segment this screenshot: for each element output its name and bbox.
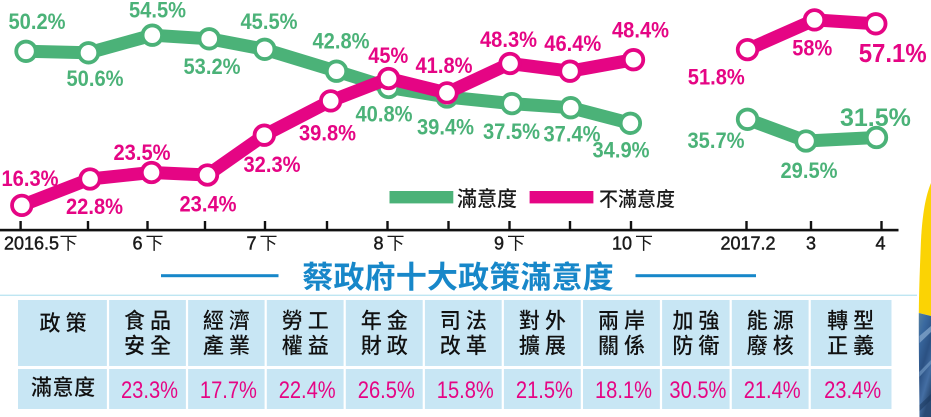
svg-text:31.5%: 31.5% [840, 104, 911, 132]
svg-text:4: 4 [875, 234, 885, 254]
svg-text:21.5%: 21.5% [516, 377, 573, 404]
svg-text:39.4%: 39.4% [417, 115, 474, 140]
svg-text:26.5%: 26.5% [358, 377, 415, 404]
svg-text:2016.5: 2016.5 [4, 234, 59, 254]
svg-text:21.4%: 21.4% [744, 377, 801, 404]
svg-text:53.2%: 53.2% [184, 54, 241, 79]
svg-text:48.3%: 48.3% [480, 27, 537, 52]
svg-text:35.7%: 35.7% [688, 128, 745, 153]
svg-text:23.4%: 23.4% [180, 191, 237, 216]
svg-text:45%: 45% [368, 43, 408, 68]
svg-text:23.5%: 23.5% [114, 140, 171, 165]
svg-text:29.5%: 29.5% [781, 158, 838, 183]
svg-text:41.8%: 41.8% [416, 53, 473, 78]
svg-text:58%: 58% [792, 36, 832, 61]
svg-text:50.2%: 50.2% [9, 9, 66, 34]
svg-text:15.8%: 15.8% [437, 377, 494, 404]
svg-text:34.9%: 34.9% [593, 137, 650, 162]
svg-text:10: 10 [612, 234, 632, 254]
svg-text:9: 9 [494, 234, 504, 254]
svg-text:51.8%: 51.8% [688, 65, 745, 90]
svg-text:22.8%: 22.8% [66, 194, 123, 219]
svg-text:23.4%: 23.4% [824, 377, 881, 404]
svg-text:16.3%: 16.3% [2, 166, 59, 191]
svg-text:23.3%: 23.3% [121, 377, 178, 404]
svg-text:18.1%: 18.1% [595, 377, 652, 404]
svg-text:37.4%: 37.4% [544, 122, 601, 147]
svg-text:40.8%: 40.8% [356, 101, 413, 126]
svg-text:7: 7 [246, 234, 256, 254]
svg-text:46.4%: 46.4% [544, 31, 601, 56]
svg-text:3: 3 [806, 234, 816, 254]
svg-text:32.3%: 32.3% [244, 152, 301, 177]
svg-text:39.8%: 39.8% [299, 120, 356, 145]
svg-text:57.1%: 57.1% [859, 38, 927, 68]
svg-text:30.5%: 30.5% [669, 377, 726, 404]
svg-text:17.7%: 17.7% [200, 377, 257, 404]
svg-text:2017.2: 2017.2 [720, 234, 775, 254]
svg-text:8: 8 [373, 234, 383, 254]
svg-text:54.5%: 54.5% [129, 0, 186, 23]
svg-text:48.4%: 48.4% [612, 18, 669, 43]
svg-text:50.6%: 50.6% [67, 66, 124, 91]
svg-text:37.5%: 37.5% [483, 119, 540, 144]
svg-text:42.8%: 42.8% [313, 28, 370, 53]
svg-text:45.5%: 45.5% [241, 9, 298, 34]
svg-text:6: 6 [132, 234, 142, 254]
svg-text:22.4%: 22.4% [279, 377, 336, 404]
